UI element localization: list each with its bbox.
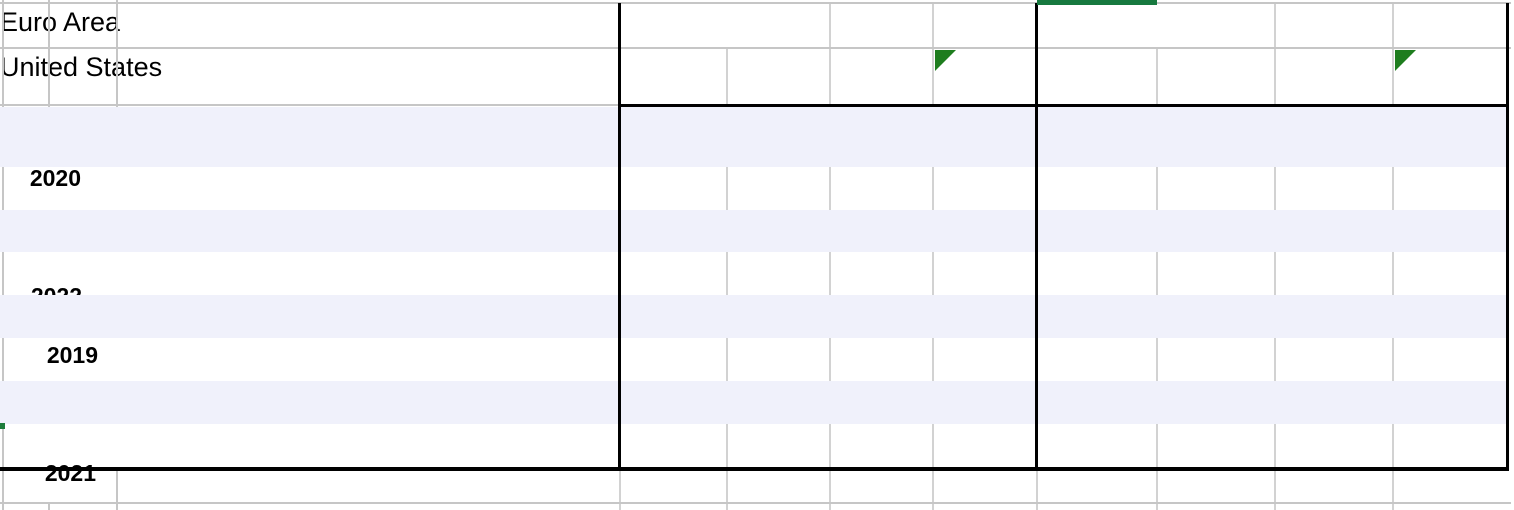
- gridline-horizontal: [0, 2, 1511, 4]
- gridline-vertical: [829, 471, 831, 510]
- cell-flag-triangle-icon: [1395, 50, 1416, 71]
- table-border-header-bottom: [618, 104, 1509, 107]
- selection-edge-bar: [1037, 0, 1157, 5]
- gridline-horizontal: [0, 47, 1511, 49]
- gridline-vertical: [1156, 48, 1158, 467]
- region-header-united-states[interactable]: United States: [0, 52, 163, 82]
- table-border-vertical: [1035, 3, 1038, 471]
- region-header-euro-area[interactable]: Euro Area: [0, 7, 121, 37]
- selection-handle: [0, 423, 5, 429]
- highlighted-row-band: [0, 210, 1509, 252]
- gridline-vertical: [1392, 471, 1394, 510]
- gridline-vertical: [726, 48, 728, 467]
- gridline-vertical: [932, 471, 934, 510]
- highlighted-row-band: [0, 107, 1509, 167]
- gridline-vertical: [726, 471, 728, 510]
- gridline-vertical: [116, 0, 118, 107]
- year-header-cell[interactable]: 2020: [29, 165, 81, 191]
- table-border-bottom: [0, 467, 1509, 471]
- gridline-vertical: [1274, 471, 1276, 510]
- gridline-horizontal: [0, 502, 1511, 504]
- gridline-vertical: [48, 503, 50, 510]
- gridline-vertical: [1156, 471, 1158, 510]
- cell-flag-triangle-icon: [935, 50, 956, 71]
- table-border-vertical: [618, 3, 621, 471]
- table-border-vertical: [1506, 3, 1509, 471]
- gridline-vertical: [619, 471, 621, 510]
- year-header-cell[interactable]: 2022: [0, 503, 94, 510]
- gridline-horizontal: [0, 104, 620, 106]
- highlighted-row-band: [0, 295, 1509, 338]
- gridline-vertical: [48, 0, 50, 107]
- highlighted-row-band: [0, 381, 1509, 424]
- year-header-cell[interactable]: 2021: [44, 460, 96, 486]
- gridline-vertical: [1036, 471, 1038, 510]
- gridline-vertical: [116, 471, 118, 510]
- gridline-vertical: [2, 471, 4, 510]
- year-header-cell[interactable]: 2019: [46, 342, 98, 368]
